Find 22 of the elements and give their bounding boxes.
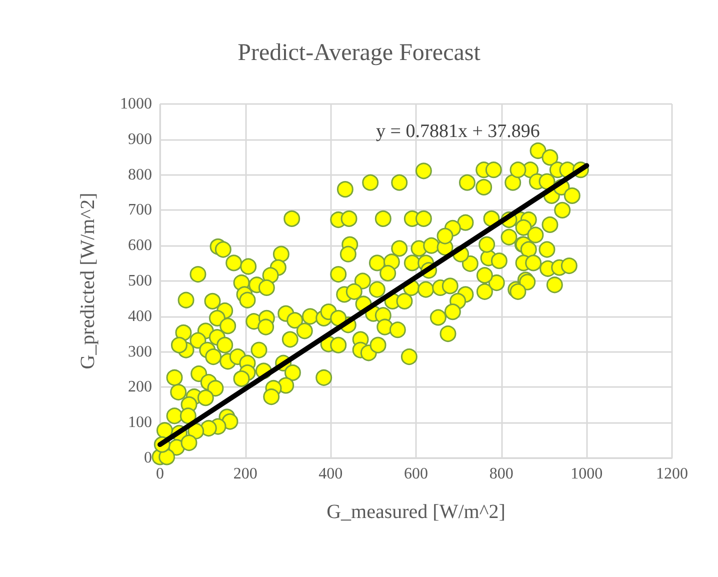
y-tick-label: 700 <box>128 202 152 219</box>
y-tick-label: 500 <box>128 272 152 290</box>
y-axis-title: G_predicted [W/m^2] <box>77 192 99 370</box>
y-tick-label: 800 <box>128 166 152 184</box>
y-tick-label: 0 <box>144 450 152 466</box>
x-axis-title: G_measured [W/m^2] <box>326 501 506 523</box>
y-tick-label: 100 <box>128 414 152 432</box>
x-tick-label: 800 <box>489 466 514 482</box>
y-tick-label: 900 <box>128 130 152 148</box>
y-tick-label: 600 <box>128 237 152 254</box>
y-tick-label: 1000 <box>120 96 152 112</box>
x-tick-label: 200 <box>233 466 258 482</box>
x-tick-label: 1200 <box>656 466 688 482</box>
y-tick-label: 200 <box>128 378 152 396</box>
x-tick-label: 0 <box>156 466 164 482</box>
x-tick-label: 600 <box>404 466 428 482</box>
x-tick-label: 400 <box>318 466 343 482</box>
y-tick-label: 400 <box>128 308 152 325</box>
annotation: y = 0.7881x + 37.896 <box>376 121 540 142</box>
x-tick-label: 1000 <box>570 466 603 482</box>
y-tick-label: 300 <box>128 343 152 360</box>
chart-title: Predict-Average Forecast <box>238 40 481 66</box>
